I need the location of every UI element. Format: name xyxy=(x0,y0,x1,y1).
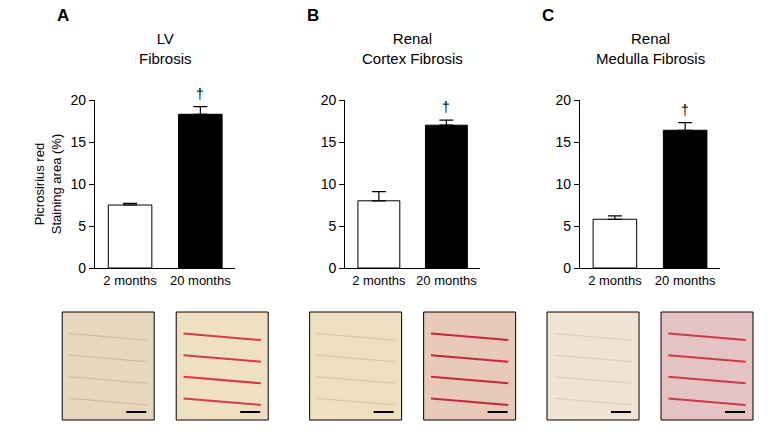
svg-text:2 months: 2 months xyxy=(352,273,406,288)
svg-text:5: 5 xyxy=(563,218,571,234)
svg-text:LVFibrosis: LVFibrosis xyxy=(139,30,192,67)
svg-text:15: 15 xyxy=(555,134,571,150)
svg-text:10: 10 xyxy=(321,176,337,192)
svg-text:Picrosirius redStaining area (: Picrosirius redStaining area (%) xyxy=(32,134,64,234)
svg-text:B: B xyxy=(307,6,319,25)
svg-text:20: 20 xyxy=(321,92,337,108)
svg-text:†: † xyxy=(196,86,204,102)
svg-text:RenalMedulla Fibrosis: RenalMedulla Fibrosis xyxy=(596,30,705,67)
svg-text:5: 5 xyxy=(78,218,86,234)
svg-text:20: 20 xyxy=(555,92,571,108)
svg-text:C: C xyxy=(542,6,554,25)
svg-text:20 months: 20 months xyxy=(655,273,716,288)
svg-text:20 months: 20 months xyxy=(416,273,477,288)
svg-text:0: 0 xyxy=(78,260,86,276)
svg-text:0: 0 xyxy=(563,260,571,276)
svg-text:†: † xyxy=(681,102,689,118)
svg-text:2 months: 2 months xyxy=(103,273,157,288)
svg-text:20 months: 20 months xyxy=(170,273,231,288)
svg-text:†: † xyxy=(442,99,450,115)
svg-text:20: 20 xyxy=(71,92,87,108)
svg-text:10: 10 xyxy=(555,176,571,192)
svg-text:10: 10 xyxy=(71,176,87,192)
svg-text:5: 5 xyxy=(328,218,336,234)
svg-text:15: 15 xyxy=(321,134,337,150)
svg-text:0: 0 xyxy=(328,260,336,276)
svg-text:15: 15 xyxy=(71,134,87,150)
svg-text:2 months: 2 months xyxy=(588,273,642,288)
svg-text:RenalCortex Fibrosis: RenalCortex Fibrosis xyxy=(362,30,463,67)
svg-text:A: A xyxy=(57,6,69,25)
